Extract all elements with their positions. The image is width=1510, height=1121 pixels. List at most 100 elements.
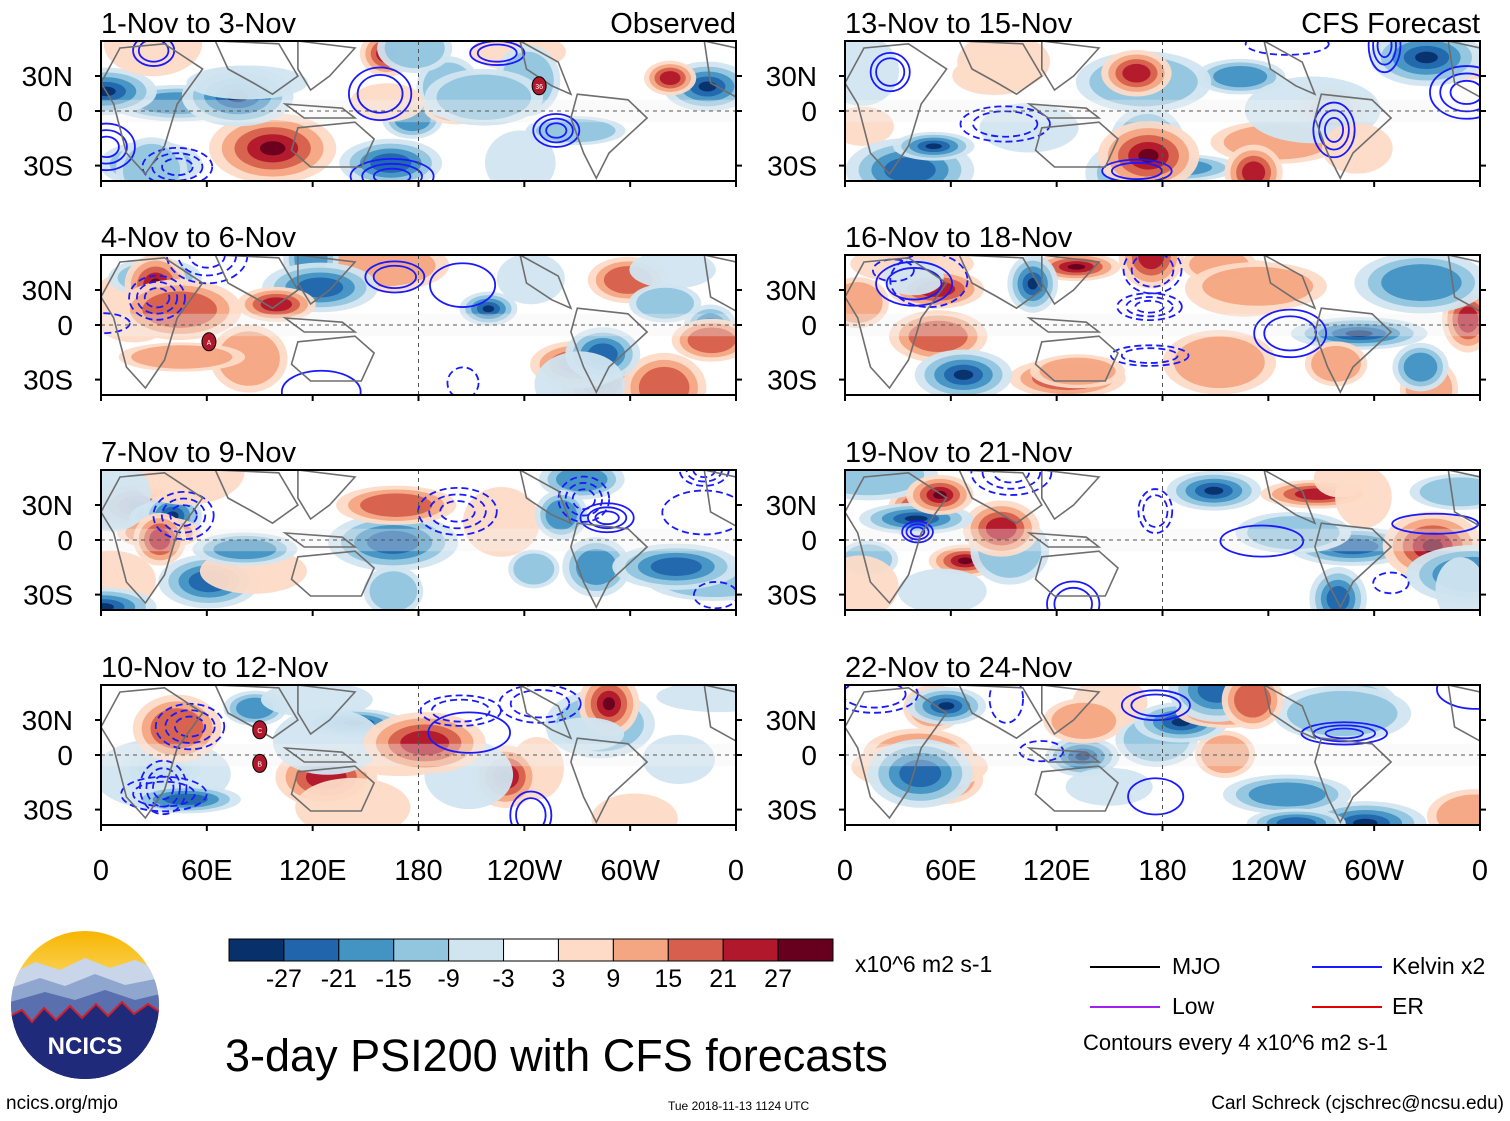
coastline [1041,41,1101,92]
anomaly-shade [899,759,942,788]
anomaly-shade [1311,345,1361,382]
colorbar-tick-label: -27 [266,965,302,993]
coastline [570,522,649,609]
kelvin-contour [120,775,208,813]
anomaly-shade [513,553,555,585]
coastline [1263,255,1317,310]
x-tick-label: 180 [394,855,442,887]
anomaly-shade [897,568,987,610]
storm-marker: A [201,332,217,352]
storm-marker-label: 36 [535,84,543,91]
anomaly-shade [260,297,293,312]
anomaly-shade [602,697,616,711]
coastline [214,685,299,740]
coastline [845,471,948,605]
anomaly-shade [131,345,233,369]
kelvin-contour [137,41,170,63]
y-tick-label: 30S [23,795,73,826]
x-tick-label: 120W [486,855,562,887]
kelvin-contour [693,581,736,610]
anomaly-shade [925,143,942,150]
site-link[interactable]: ncics.org/mjo [6,1093,118,1114]
anomaly-shade [904,515,928,522]
kelvin-contour [1130,693,1182,717]
anomaly-shade [953,369,974,380]
anomaly-shade [101,603,114,610]
coastline [1447,41,1480,98]
colorbar: -27 -21 -15 -9 -3 3 9 15 21 27 [228,938,834,993]
y-tick-label: 30S [767,580,817,611]
x-tick-label: 120E [1023,855,1091,887]
kelvin-contour [101,122,136,172]
coastline [1263,41,1317,96]
main-title: 3-day PSI200 with CFS forecasts [225,1030,888,1081]
anomaly-shade [482,305,495,313]
map-panel-1: 30N 0 30S 1-Nov to 3-Nov Observed [22,8,742,187]
kelvin-contour [1134,299,1165,314]
kelvin-contour [152,490,215,541]
contour-note: Contours every 4 x10^6 m2 s-1 [1083,1030,1389,1055]
anomaly-shade [103,41,203,77]
coastline [214,255,299,310]
kelvin-contour [885,267,943,301]
coastline [214,41,299,96]
anomaly-shade [1403,352,1438,382]
panel-title: 1-Nov to 3-Nov [101,8,297,40]
y-tick-label: 30N [22,275,73,306]
anomaly-shade [1457,306,1479,333]
kelvin-contour [1120,347,1179,364]
kelvin-contour [1372,571,1410,595]
anomaly-shade [1067,263,1086,270]
kelvin-contour [1324,727,1365,740]
x-tick-label: 120E [279,855,347,887]
kelvin-contour [439,500,476,523]
colorbar-tick-label: -15 [376,965,412,993]
coastline [1026,746,1102,763]
anomaly-shade [957,41,1051,91]
anomaly-shade [296,277,344,298]
y-tick-label: 30N [766,490,817,521]
kelvin-contour [538,117,574,144]
kelvin-contour [992,470,1030,484]
storm-marker: 36 [531,76,547,96]
anomaly-shade [1027,277,1038,290]
kelvin-contour [988,685,1024,724]
y-tick-label: 30S [23,151,73,182]
logo-text: NCICS [48,1033,123,1060]
kelvin-contour [101,135,120,159]
coastline [1034,550,1119,597]
coastline [1026,102,1102,119]
anomaly-shade [1138,255,1165,270]
kelvin-contour [428,493,487,530]
kelvin-contour [1300,721,1388,746]
colorbar-swatch [667,938,724,962]
storm-marker: C [252,720,268,740]
y-tick-label: 0 [57,740,73,771]
kelvin-contour [981,470,1042,490]
anomaly-shade [150,708,204,749]
colorbar-swatch [283,938,340,962]
kelvin-contour [872,258,915,283]
kelvin-contour [1436,685,1480,710]
coastline [282,746,358,763]
y-tick-label: 0 [57,525,73,556]
coastline [1447,470,1480,527]
anomaly-shade [1248,782,1326,807]
coastline [1034,335,1119,382]
kelvin-contour [1372,41,1397,66]
x-tick-label: 0 [728,855,744,887]
anomaly-shade [462,487,540,557]
kelvin-contour [361,162,423,181]
coastline [570,737,649,824]
coastline [101,256,204,390]
coastline [101,471,204,605]
kelvin-contour [1127,777,1185,816]
colorbar-swatch [503,938,559,962]
colorbar-swatch [722,938,779,962]
kelvin-contour [545,122,568,139]
panel-title: 10-Nov to 12-Nov [101,652,329,684]
kelvin-contour [349,158,435,181]
coastline [1447,255,1480,312]
storm-marker-label: B [257,761,262,768]
kelvin-contour [160,497,207,534]
